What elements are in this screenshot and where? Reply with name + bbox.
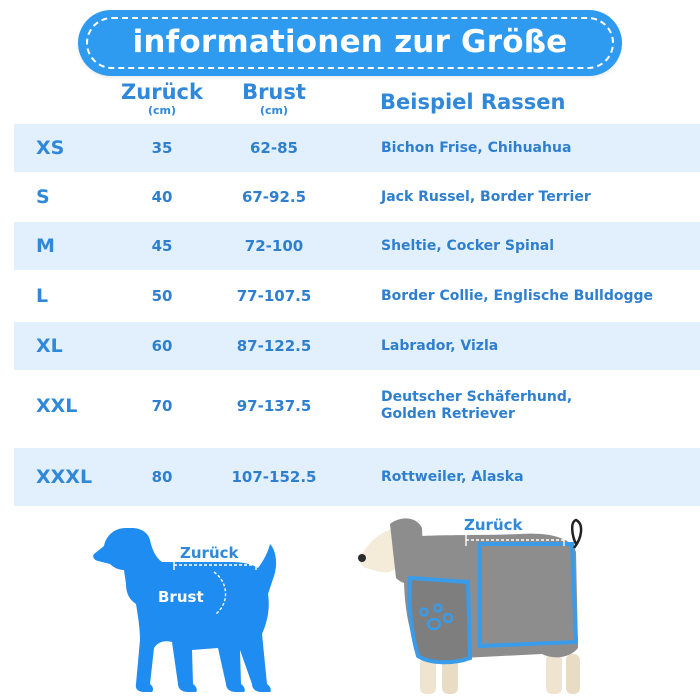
table-row: XS 35 62-85 Bichon Frise, Chihuahua [14, 124, 700, 172]
size-label: XXXL [36, 466, 93, 488]
dog-silhouette-icon [93, 528, 277, 692]
size-label: XL [36, 335, 63, 357]
size-label: M [36, 235, 55, 257]
header-back-label: Zurück [121, 80, 203, 104]
table-row: XL 60 87-122.5 Labrador, Vizla [14, 322, 700, 370]
dog-silhouette-diagram: Zurück Brust [92, 524, 282, 696]
breed-line: Deutscher Schäferhund, [381, 389, 573, 405]
diagram-back-label: Zurück [464, 516, 523, 534]
header-chest-unit: (cm) [259, 104, 289, 117]
back-value: 50 [151, 287, 173, 305]
header-breeds-label: Beispiel Rassen [380, 90, 566, 114]
back-value: 80 [151, 468, 173, 486]
breed-value: Bichon Frise, Chihuahua [381, 139, 572, 156]
diagram-back-label: Zurück [180, 544, 239, 562]
back-measure-line [173, 560, 257, 570]
chest-value: 107-152.5 [231, 468, 317, 486]
table-row: L 50 77-107.5 Border Collie, Englische B… [14, 272, 700, 320]
chest-value: 87-122.5 [236, 337, 312, 355]
back-value: 45 [151, 237, 173, 255]
row-m-bg [14, 222, 700, 270]
header-chest: Brust (cm) [232, 80, 316, 117]
table-row: XXL 70 97-137.5 Deutscher Schäferhund, G… [14, 372, 700, 440]
size-label: L [36, 285, 49, 307]
back-value: 60 [151, 337, 173, 355]
header-breeds: Beispiel Rassen [380, 90, 580, 114]
breed-value: Deutscher Schäferhund, Golden Retriever [381, 372, 699, 440]
breed-value: Jack Russel, Border Terrier [381, 188, 591, 205]
header-chest-label: Brust [242, 80, 306, 104]
header-back-unit: (cm) [147, 104, 177, 117]
breed-line: Golden Retriever [381, 406, 515, 422]
back-value: 35 [151, 139, 173, 157]
breed-value: Labrador, Vizla [381, 337, 499, 354]
table-row: S 40 67-92.5 Jack Russel, Border Terrier [14, 173, 700, 221]
back-value: 40 [151, 188, 173, 206]
size-label: XS [36, 137, 65, 159]
size-label: S [36, 186, 50, 208]
title-banner: informationen zur Größe [78, 10, 622, 76]
row-xs-bg [14, 124, 700, 172]
header-back: Zurück (cm) [116, 80, 208, 117]
chest-value: 77-107.5 [236, 287, 312, 305]
row-xxxl-bg [14, 448, 700, 506]
row-xl-bg [14, 322, 700, 370]
breed-value: Sheltie, Cocker Spinal [381, 237, 555, 254]
back-value: 70 [151, 397, 173, 415]
size-label: XXL [36, 395, 78, 417]
chest-value: 72-100 [244, 237, 304, 255]
chest-value: 67-92.5 [241, 188, 307, 206]
diagram-chest-label: Brust [158, 588, 204, 606]
table-row: XXXL 80 107-152.5 Rottweiler, Alaska [14, 448, 700, 506]
breed-value: Border Collie, Englische Bulldogge [381, 287, 653, 304]
page-title: informationen zur Größe [132, 24, 568, 60]
dog-coat-photo: Zurück [350, 508, 600, 698]
breed-value: Rottweiler, Alaska [381, 468, 524, 485]
dog-coat-icon [358, 518, 583, 694]
chest-value: 97-137.5 [236, 397, 312, 415]
chest-value: 62-85 [250, 139, 298, 157]
chest-measure-line [213, 571, 227, 615]
table-row: M 45 72-100 Sheltie, Cocker Spinal [14, 222, 700, 270]
